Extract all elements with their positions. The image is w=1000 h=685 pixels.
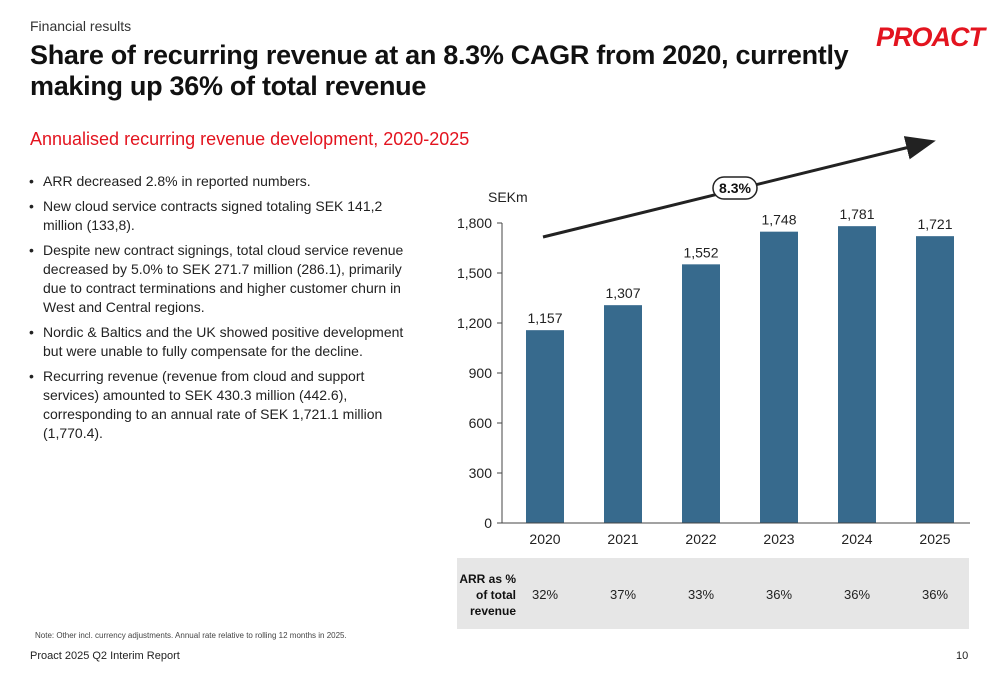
bar-value-label: 1,157 <box>527 310 562 326</box>
bullet-item: New cloud service contracts signed total… <box>26 197 411 235</box>
chart-subtitle: Annualised recurring revenue development… <box>30 129 470 149</box>
bullet-item: Despite new contract signings, total clo… <box>26 241 411 317</box>
y-tick-label: 1,200 <box>457 315 492 331</box>
y-tick-label: 0 <box>484 515 492 531</box>
arr-share-value: 36% <box>765 587 793 602</box>
bars: 1,157 1,307 1,552 1,748 1,781 1,721 <box>526 206 954 523</box>
bar-2023 <box>760 231 798 523</box>
footnote: Note: Other incl. currency adjustments. … <box>35 631 347 640</box>
bar-2021 <box>604 305 642 523</box>
bar-value-label: 1,552 <box>683 244 718 260</box>
bullet-item: Nordic & Baltics and the UK showed posit… <box>26 323 411 361</box>
bar-value-label: 1,748 <box>761 212 796 228</box>
x-axis: 2020 2021 2022 2023 2024 2025 <box>502 522 970 547</box>
y-axis: 0 300 600 900 1,200 1,500 1,800 <box>457 215 503 531</box>
x-tick-label: 2023 <box>763 531 794 547</box>
proact-logo: PROACT <box>876 22 985 52</box>
y-tick-label: 1,500 <box>457 265 492 281</box>
footer-report: Proact 2025 Q2 Interim Report <box>30 650 180 662</box>
cagr-label: 8.3% <box>719 180 751 196</box>
bar-value-label: 1,781 <box>839 206 874 222</box>
arr-share-table <box>457 558 969 629</box>
bar-2025 <box>916 236 954 523</box>
bar-2020 <box>526 330 564 523</box>
x-tick-label: 2022 <box>685 531 716 547</box>
y-tick-label: 1,800 <box>457 215 492 231</box>
bullet-item: ARR decreased 2.8% in reported numbers. <box>26 172 411 191</box>
y-tick-label: 900 <box>469 365 493 381</box>
page-title: Share of recurring revenue at an 8.3% CA… <box>30 40 849 101</box>
cagr-badge <box>712 176 758 200</box>
x-tick-label: 2025 <box>919 531 950 547</box>
bar-value-label: 1,721 <box>917 216 952 232</box>
section-label: Financial results <box>30 18 132 34</box>
page-number: 10 <box>956 650 969 662</box>
x-tick-label: 2020 <box>529 531 560 547</box>
arr-bar-chart: 8.3% SEKm 0 300 600 900 1,200 1,500 1,800 1,15… <box>457 136 970 547</box>
arr-share-value: 36% <box>843 587 871 602</box>
y-tick-label: 600 <box>469 415 493 431</box>
arr-share-value: 37% <box>609 587 637 602</box>
y-tick-label: 300 <box>469 465 493 481</box>
arr-share-label: ARR as % of total revenue <box>459 572 516 618</box>
bullet-list: ARR decreased 2.8% in reported numbers. … <box>26 172 411 449</box>
x-tick-label: 2021 <box>607 531 638 547</box>
bar-2022 <box>682 264 720 523</box>
bar-value-label: 1,307 <box>605 285 640 301</box>
bar-2024 <box>838 226 876 523</box>
y-unit-label: SEKm <box>488 189 528 205</box>
arr-share-value: 32% <box>531 587 559 602</box>
arr-share-value: 36% <box>921 587 949 602</box>
bullet-item: Recurring revenue (revenue from cloud an… <box>26 367 411 443</box>
x-tick-label: 2024 <box>841 531 872 547</box>
arr-share-value: 33% <box>687 587 715 602</box>
